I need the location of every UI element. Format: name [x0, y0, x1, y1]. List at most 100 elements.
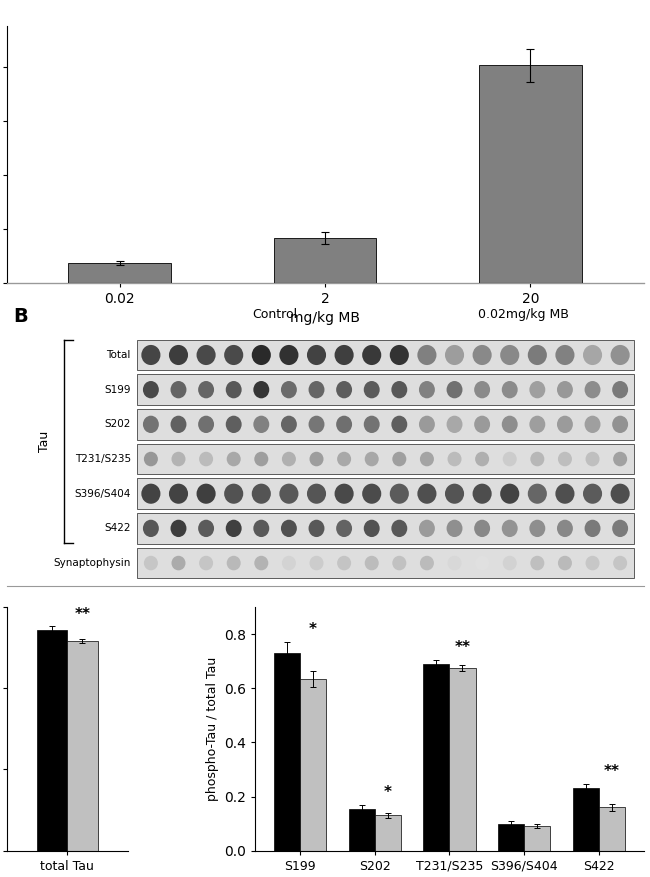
Ellipse shape — [254, 381, 269, 398]
Text: 0.02mg/kg MB: 0.02mg/kg MB — [478, 308, 569, 321]
Ellipse shape — [196, 483, 216, 503]
Bar — [137, 548, 634, 578]
Ellipse shape — [198, 416, 214, 433]
Ellipse shape — [393, 452, 406, 467]
Ellipse shape — [196, 345, 216, 365]
Ellipse shape — [391, 416, 408, 433]
Bar — [479, 66, 582, 283]
Ellipse shape — [557, 520, 573, 537]
Ellipse shape — [557, 416, 573, 433]
Text: Synaptophysin: Synaptophysin — [53, 558, 131, 568]
Ellipse shape — [529, 520, 545, 537]
Ellipse shape — [612, 520, 628, 537]
Y-axis label: phospho-Tau / total Tau: phospho-Tau / total Tau — [205, 657, 218, 801]
Ellipse shape — [419, 520, 435, 537]
Ellipse shape — [169, 345, 188, 365]
Text: Total: Total — [107, 350, 131, 360]
Text: S396/S404: S396/S404 — [74, 488, 131, 499]
Ellipse shape — [336, 416, 352, 433]
Bar — [449, 668, 476, 851]
Ellipse shape — [254, 452, 268, 467]
Ellipse shape — [447, 452, 462, 467]
Text: Tau: Tau — [38, 431, 51, 453]
Ellipse shape — [420, 452, 434, 467]
Text: Control: Control — [253, 308, 298, 321]
Ellipse shape — [474, 381, 490, 398]
Bar — [498, 824, 524, 851]
Ellipse shape — [309, 556, 324, 570]
Ellipse shape — [445, 483, 464, 503]
Ellipse shape — [500, 345, 519, 365]
Ellipse shape — [502, 556, 517, 570]
Ellipse shape — [307, 483, 326, 503]
Text: *: * — [384, 785, 392, 800]
Ellipse shape — [447, 381, 463, 398]
Ellipse shape — [198, 520, 214, 537]
Ellipse shape — [169, 483, 188, 503]
Ellipse shape — [170, 416, 187, 433]
Ellipse shape — [144, 452, 158, 467]
Ellipse shape — [282, 556, 296, 570]
Ellipse shape — [337, 452, 351, 467]
Ellipse shape — [584, 416, 601, 433]
Text: S202: S202 — [105, 419, 131, 430]
Text: T231/S235: T231/S235 — [75, 454, 131, 464]
Bar — [137, 374, 634, 405]
Text: *: * — [309, 623, 317, 638]
Ellipse shape — [365, 452, 379, 467]
Ellipse shape — [224, 483, 243, 503]
Ellipse shape — [530, 556, 544, 570]
Text: **: ** — [454, 640, 471, 655]
Ellipse shape — [391, 520, 408, 537]
Ellipse shape — [473, 345, 491, 365]
Text: S422: S422 — [104, 524, 131, 533]
Ellipse shape — [364, 520, 380, 537]
Ellipse shape — [199, 452, 213, 467]
Ellipse shape — [282, 452, 296, 467]
Ellipse shape — [474, 416, 490, 433]
Ellipse shape — [252, 483, 271, 503]
X-axis label: mg/kg MB: mg/kg MB — [290, 311, 360, 325]
Ellipse shape — [502, 520, 517, 537]
Ellipse shape — [555, 345, 575, 365]
Ellipse shape — [502, 416, 517, 433]
Bar — [300, 679, 326, 851]
Ellipse shape — [335, 345, 354, 365]
Ellipse shape — [529, 381, 545, 398]
Ellipse shape — [557, 381, 573, 398]
Bar — [524, 826, 550, 851]
Ellipse shape — [613, 556, 627, 570]
Ellipse shape — [170, 520, 187, 537]
Ellipse shape — [198, 381, 214, 398]
Ellipse shape — [337, 556, 351, 570]
Ellipse shape — [336, 381, 352, 398]
Ellipse shape — [417, 345, 437, 365]
Bar — [137, 444, 634, 474]
Ellipse shape — [612, 381, 628, 398]
Bar — [137, 339, 634, 370]
Bar — [67, 641, 98, 851]
Ellipse shape — [473, 483, 491, 503]
Ellipse shape — [364, 416, 380, 433]
Ellipse shape — [610, 483, 630, 503]
Ellipse shape — [528, 483, 547, 503]
Ellipse shape — [226, 520, 242, 537]
Ellipse shape — [584, 381, 601, 398]
Ellipse shape — [586, 452, 599, 467]
Ellipse shape — [390, 483, 409, 503]
Text: B: B — [13, 307, 27, 325]
Ellipse shape — [475, 556, 489, 570]
Ellipse shape — [254, 416, 269, 433]
Ellipse shape — [335, 483, 354, 503]
Ellipse shape — [281, 520, 297, 537]
Ellipse shape — [309, 381, 324, 398]
Text: **: ** — [604, 765, 619, 780]
Bar — [68, 262, 171, 283]
Ellipse shape — [417, 483, 437, 503]
Ellipse shape — [199, 556, 213, 570]
Ellipse shape — [281, 416, 297, 433]
Text: S199: S199 — [104, 385, 131, 395]
Ellipse shape — [610, 345, 630, 365]
Ellipse shape — [227, 452, 240, 467]
Bar — [599, 808, 625, 851]
